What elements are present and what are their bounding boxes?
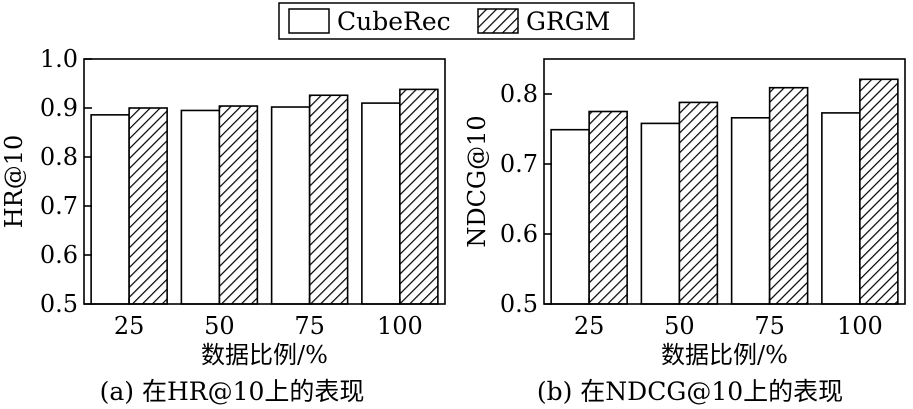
caption-a: (a) 在HR@10上的表现 [100, 377, 365, 406]
bar-grgm-100 [859, 78, 899, 305]
bar-grgm-100 [399, 88, 439, 305]
plot-frame-ndcg [543, 58, 906, 305]
x-tick-label: 100 [377, 312, 423, 340]
bar-grgm-50 [218, 105, 259, 305]
bar-cuberec-25 [90, 114, 130, 305]
y-axis-label-ndcg: NDCG@10 [463, 115, 491, 247]
x-tick-label: 50 [664, 312, 695, 340]
legend-swatch-grgm [477, 8, 519, 34]
bar-cuberec-50 [180, 109, 221, 305]
plot-frame-hr [83, 58, 446, 305]
y-ticks-hr: 0.5 0.6 0.7 0.8 0.9 1.0 [40, 45, 92, 318]
y-tick-label: 0.5 [40, 290, 78, 318]
y-tick-label: 0.7 [500, 150, 538, 178]
bar-grgm-25 [588, 110, 628, 305]
y-tick-label: 0.6 [500, 220, 538, 248]
bar-cuberec-75 [270, 106, 311, 305]
y-tick-label: 0.6 [40, 241, 78, 269]
x-tick-label: 50 [204, 312, 235, 340]
bar-cuberec-100 [821, 112, 861, 305]
bar-cuberec-100 [361, 102, 401, 305]
chart-ndcg-at-10: 0.5 0.6 0.7 0.8 25 50 75 100 NDCG@10 数据比例/% (b… [463, 58, 906, 406]
legend-frame [278, 2, 635, 40]
x-tick-label: 75 [294, 312, 325, 340]
bar-grgm-75 [308, 94, 349, 305]
legend-swatch-cuberec [288, 8, 330, 34]
x-tick-label: 25 [114, 312, 145, 340]
legend: CubeRec GRGM [278, 2, 635, 40]
bar-cuberec-25 [550, 128, 590, 305]
chart-hr-at-10: 0.5 0.6 0.7 0.8 0.9 1.0 25 50 75 100 HR@10 数据比例/… [0, 45, 446, 406]
x-tick-label: 25 [574, 312, 605, 340]
bar-cuberec-50 [640, 122, 681, 305]
bar-grgm-75 [768, 86, 809, 305]
y-tick-label: 0.7 [40, 192, 78, 220]
y-tick-label: 0.8 [40, 143, 78, 171]
legend-label-cuberec: CubeRec [337, 7, 451, 36]
x-tick-label: 75 [754, 312, 785, 340]
bar-grgm-25 [128, 107, 168, 305]
y-tick-label: 0.8 [500, 80, 538, 108]
bar-group-hr [90, 88, 439, 305]
bar-grgm-50 [678, 101, 719, 305]
x-axis-label-ndcg: 数据比例/% [661, 341, 788, 369]
y-ticks-ndcg: 0.5 0.6 0.7 0.8 [500, 80, 552, 318]
x-ticks-ndcg: 25 50 75 100 [574, 298, 883, 340]
bar-cuberec-75 [730, 117, 771, 305]
legend-label-grgm: GRGM [526, 7, 610, 36]
y-axis-label-hr: HR@10 [0, 135, 28, 229]
y-tick-label: 0.5 [500, 290, 538, 318]
y-tick-label: 1.0 [40, 45, 78, 73]
x-ticks-hr: 25 50 75 100 [114, 298, 423, 340]
x-tick-label: 100 [837, 312, 883, 340]
caption-b: (b) 在NDCG@10上的表现 [537, 377, 843, 406]
y-tick-label: 0.9 [40, 94, 78, 122]
bar-group-ndcg [550, 78, 899, 305]
x-axis-label-hr: 数据比例/% [201, 341, 328, 369]
